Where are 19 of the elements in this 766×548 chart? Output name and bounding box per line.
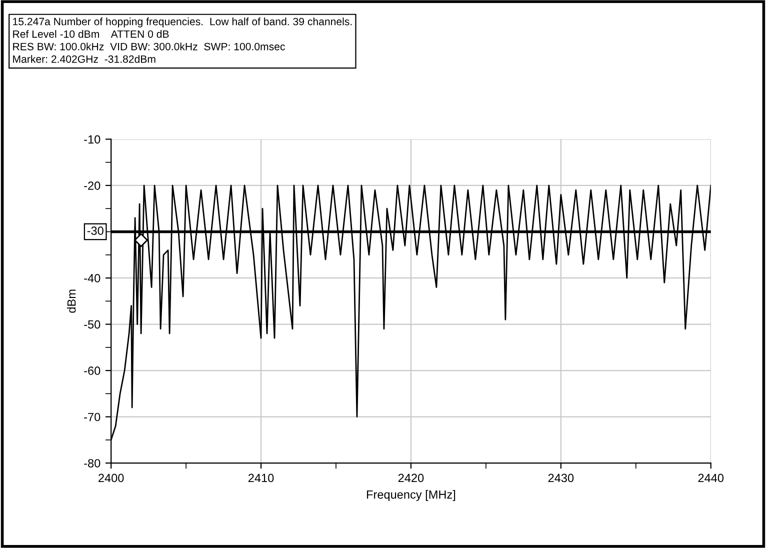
y-axis-title: dBm (67, 290, 76, 313)
x-tick-label: 2400 (98, 474, 124, 482)
ref-line-label: -30 (87, 226, 104, 235)
y-tick-label: -40 (84, 274, 100, 282)
text: RES BW: 100.0kHz VID BW: 300.0kHz SWP: 100.0msec (13, 42, 285, 50)
text: Marker: 2.402GHz -31.82dBm (13, 55, 156, 63)
chart-title: 15.247a Number of hopping frequencies. Low half of band. 39 channels. (13, 18, 352, 28)
y-tick-label: -50 (84, 320, 100, 329)
y-tick-label: -60 (84, 366, 100, 375)
x-tick-label: 2440 (698, 474, 724, 482)
y-tick-label: -10 (84, 135, 100, 144)
y-tick-label: -20 (84, 181, 100, 190)
x-tick-label: 2410 (248, 474, 274, 482)
x-tick-label: 2430 (548, 474, 574, 482)
y-tick-label: -80 (84, 459, 100, 468)
x-axis-title: Frequency [MHz] (366, 490, 456, 502)
text: Ref Level -10 dBm ATTEN 0 dB (13, 30, 169, 38)
x-tick-label: 2420 (398, 474, 424, 482)
y-tick-label: -70 (84, 412, 100, 422)
